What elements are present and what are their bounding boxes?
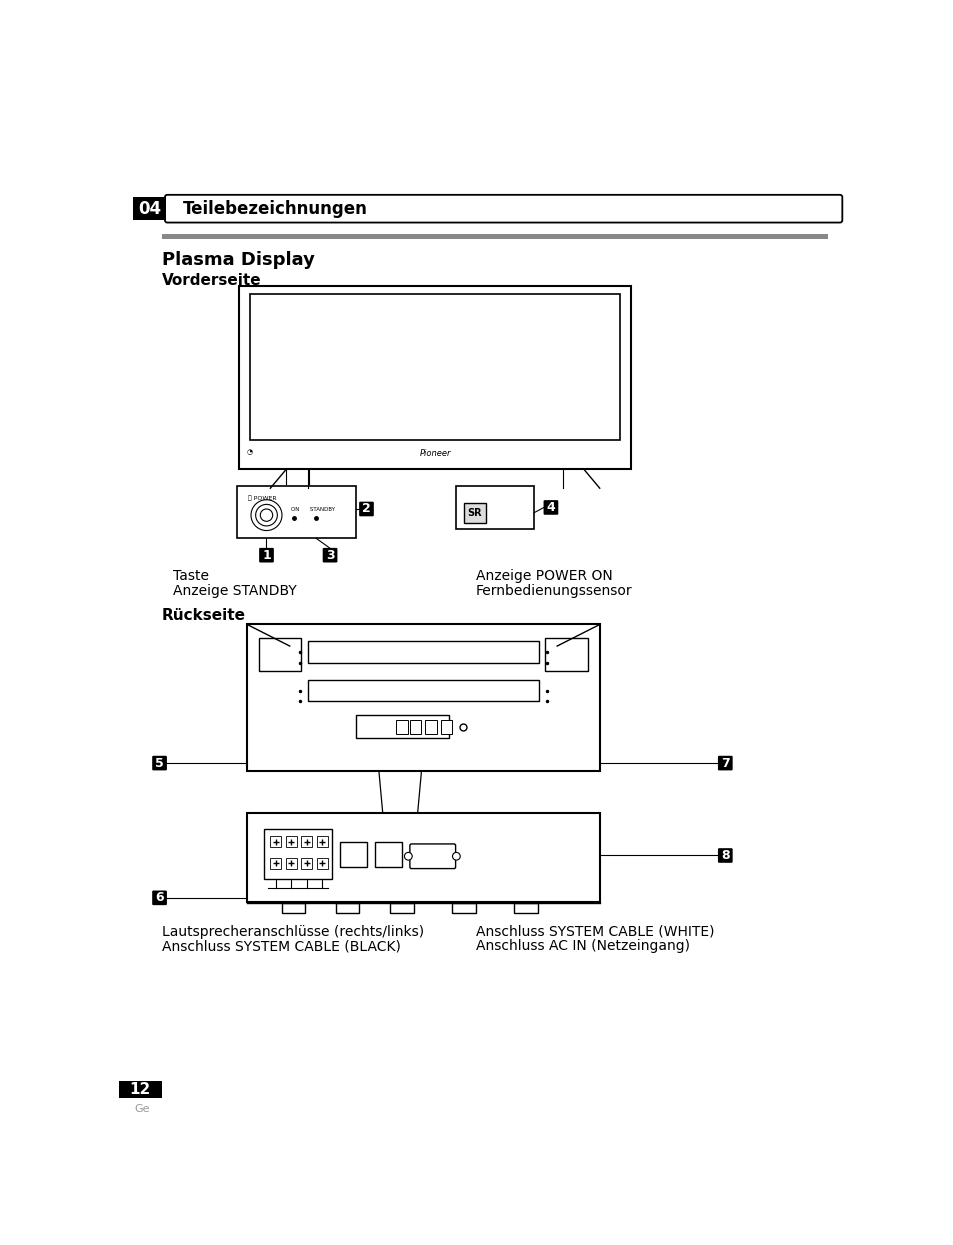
FancyBboxPatch shape: [410, 844, 456, 869]
Text: 04: 04: [138, 199, 161, 218]
Bar: [307, 641, 538, 664]
Text: Rückseite: Rückseite: [162, 608, 246, 622]
Bar: [545, 639, 587, 671]
Bar: [270, 837, 281, 847]
Bar: [239, 286, 630, 469]
Text: ⓘ POWER: ⓘ POWER: [248, 496, 276, 502]
Bar: [514, 903, 537, 914]
Bar: [375, 843, 402, 867]
Bar: [270, 858, 281, 869]
Bar: [162, 234, 827, 239]
Bar: [250, 294, 619, 439]
Bar: [464, 503, 485, 523]
Text: Taste: Taste: [173, 569, 210, 583]
Text: Ge: Ge: [134, 1104, 150, 1114]
Bar: [282, 903, 305, 914]
Text: 6: 6: [155, 891, 164, 904]
Bar: [316, 858, 328, 869]
Bar: [425, 720, 436, 733]
Bar: [456, 486, 534, 529]
FancyBboxPatch shape: [165, 194, 841, 223]
Bar: [286, 837, 296, 847]
Bar: [119, 1081, 162, 1098]
Text: Plasma Display: Plasma Display: [162, 251, 314, 269]
Bar: [258, 639, 301, 671]
FancyBboxPatch shape: [152, 890, 167, 905]
Bar: [452, 903, 476, 914]
Bar: [340, 843, 367, 867]
Text: Vorderseite: Vorderseite: [162, 273, 261, 288]
Bar: [236, 486, 355, 538]
Text: 8: 8: [720, 849, 729, 862]
Circle shape: [260, 509, 273, 522]
Bar: [307, 680, 538, 701]
Text: Anschluss SYSTEM CABLE (WHITE): Anschluss SYSTEM CABLE (WHITE): [476, 925, 714, 939]
Text: 4: 4: [546, 500, 555, 514]
Text: 2: 2: [362, 503, 371, 515]
Text: SR: SR: [467, 508, 482, 518]
Text: Anzeige POWER ON: Anzeige POWER ON: [476, 569, 612, 583]
Text: Anzeige STANDBY: Anzeige STANDBY: [173, 584, 297, 598]
Circle shape: [255, 504, 277, 525]
Bar: [440, 720, 452, 733]
FancyBboxPatch shape: [152, 756, 167, 771]
Text: Anschluss SYSTEM CABLE (BLACK): Anschluss SYSTEM CABLE (BLACK): [162, 940, 400, 954]
Circle shape: [251, 499, 282, 530]
Bar: [301, 858, 312, 869]
Bar: [286, 858, 296, 869]
FancyBboxPatch shape: [718, 756, 732, 771]
Text: 1: 1: [262, 549, 271, 561]
Bar: [395, 720, 407, 733]
FancyBboxPatch shape: [322, 548, 337, 563]
Bar: [133, 197, 166, 220]
Bar: [390, 903, 414, 914]
Text: Fernbedienungssensor: Fernbedienungssensor: [476, 584, 632, 598]
Text: ◔: ◔: [247, 449, 253, 454]
Text: 5: 5: [155, 757, 164, 769]
FancyBboxPatch shape: [718, 848, 732, 863]
Bar: [355, 716, 448, 738]
Bar: [316, 837, 328, 847]
Circle shape: [404, 853, 412, 860]
Bar: [301, 837, 312, 847]
FancyBboxPatch shape: [259, 548, 274, 563]
Bar: [335, 903, 359, 914]
Bar: [264, 828, 332, 879]
Bar: [247, 625, 599, 771]
Text: 3: 3: [325, 549, 334, 561]
Bar: [410, 720, 421, 733]
Circle shape: [452, 853, 459, 860]
Text: Anschluss AC IN (Netzeingang): Anschluss AC IN (Netzeingang): [476, 940, 689, 954]
Text: ON      STANDBY: ON STANDBY: [291, 508, 335, 513]
Text: Pioneer: Pioneer: [419, 449, 451, 458]
FancyBboxPatch shape: [543, 500, 558, 514]
Bar: [247, 813, 599, 901]
FancyBboxPatch shape: [358, 502, 374, 517]
Text: Lautsprecheranschlüsse (rechts/links): Lautsprecheranschlüsse (rechts/links): [162, 925, 423, 939]
Text: 7: 7: [720, 757, 729, 769]
Text: 12: 12: [130, 1082, 151, 1097]
Text: Teilebezeichnungen: Teilebezeichnungen: [183, 199, 367, 218]
